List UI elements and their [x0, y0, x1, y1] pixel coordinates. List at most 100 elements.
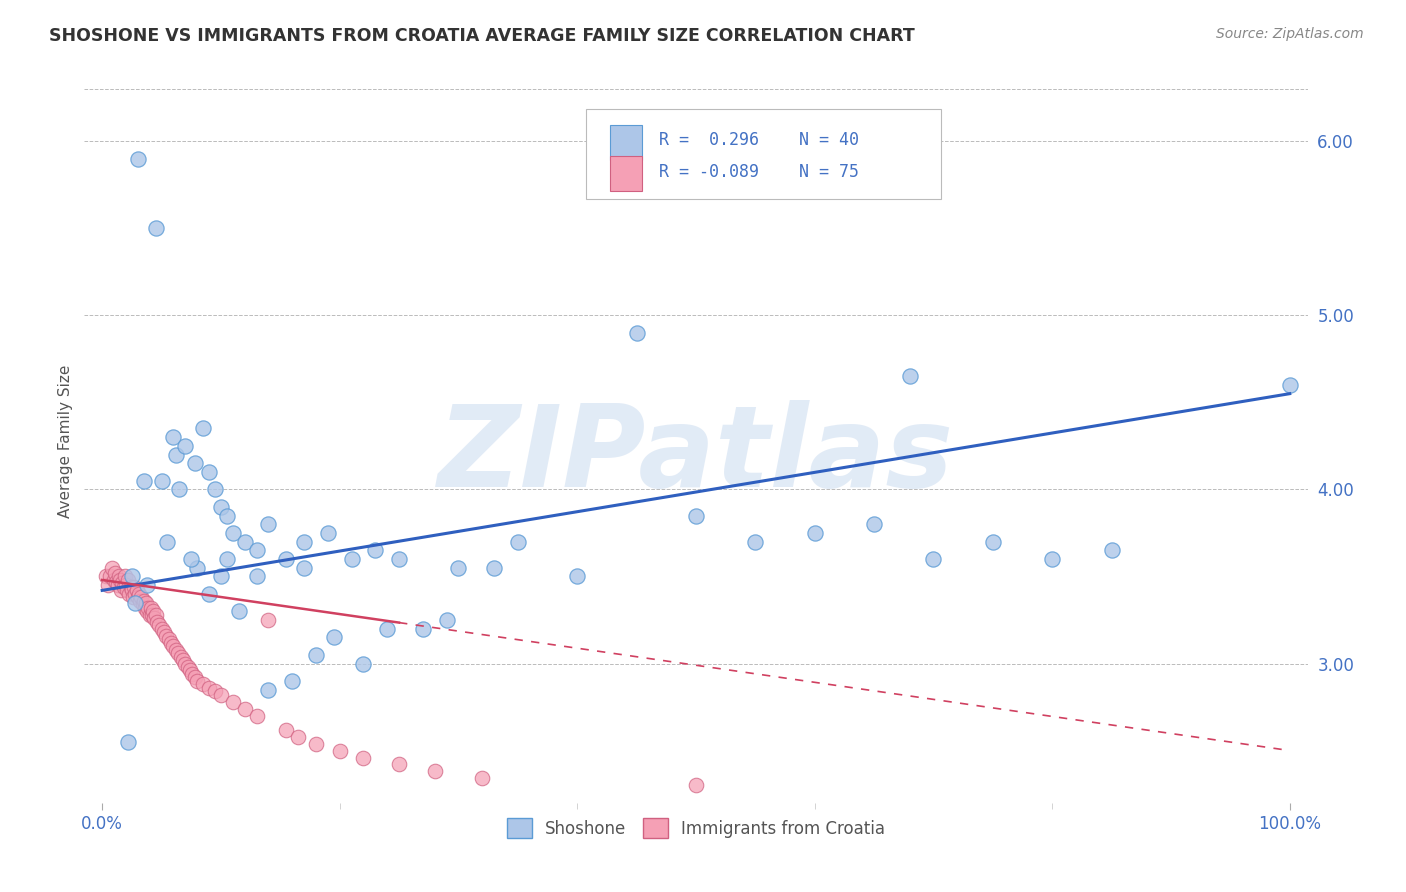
Point — [165, 448, 187, 462]
Point — [375, 622, 398, 636]
Point — [128, 587, 150, 601]
Legend: Shoshone, Immigrants from Croatia: Shoshone, Immigrants from Croatia — [501, 812, 891, 845]
Point — [100, 569, 122, 583]
Point — [352, 657, 374, 671]
Point — [132, 594, 155, 608]
Point — [257, 682, 280, 697]
Point — [281, 673, 304, 688]
Point — [1278, 378, 1301, 392]
Point — [167, 646, 190, 660]
Text: R = -0.089    N = 75: R = -0.089 N = 75 — [659, 163, 859, 181]
Point — [136, 604, 159, 618]
Point — [685, 778, 707, 792]
Point — [150, 474, 173, 488]
Text: R =  0.296    N = 40: R = 0.296 N = 40 — [659, 131, 859, 149]
Point — [124, 587, 146, 601]
Point — [145, 607, 167, 622]
Point — [388, 552, 411, 566]
Point — [898, 369, 921, 384]
Point — [1040, 552, 1063, 566]
Point — [150, 622, 173, 636]
Point — [388, 757, 411, 772]
Point — [184, 670, 207, 684]
Point — [567, 569, 589, 583]
Point — [162, 430, 184, 444]
Point — [179, 664, 201, 678]
Point — [1101, 543, 1123, 558]
Point — [506, 534, 529, 549]
Point — [423, 764, 446, 779]
Point — [204, 684, 226, 698]
Point — [127, 591, 149, 605]
Point — [287, 730, 309, 744]
Point — [162, 639, 184, 653]
Point — [209, 569, 232, 583]
Point — [181, 667, 204, 681]
Point — [143, 611, 166, 625]
Point — [436, 613, 458, 627]
Point — [215, 552, 238, 566]
Point — [364, 543, 387, 558]
Point — [124, 596, 146, 610]
Point — [174, 657, 197, 671]
Point — [292, 561, 315, 575]
Point — [412, 622, 434, 636]
Point — [863, 517, 886, 532]
Point — [305, 648, 328, 662]
Point — [352, 750, 374, 764]
Point — [198, 587, 221, 601]
Point — [142, 604, 165, 618]
Point — [155, 629, 177, 643]
Point — [305, 737, 328, 751]
Point — [146, 615, 169, 629]
Point — [329, 743, 352, 757]
Point — [180, 552, 202, 566]
Point — [209, 688, 232, 702]
Point — [922, 552, 945, 566]
Point — [174, 439, 197, 453]
Point — [198, 465, 221, 479]
Point — [482, 561, 505, 575]
FancyBboxPatch shape — [586, 109, 941, 200]
Point — [129, 594, 152, 608]
Point — [108, 573, 131, 587]
Point — [228, 604, 250, 618]
Point — [135, 596, 157, 610]
Point — [626, 326, 648, 340]
Point — [276, 723, 298, 737]
Point — [803, 525, 825, 540]
FancyBboxPatch shape — [610, 125, 643, 160]
Point — [115, 578, 138, 592]
Point — [222, 695, 245, 709]
Point — [471, 772, 494, 786]
Point — [111, 576, 134, 591]
Text: Source: ZipAtlas.com: Source: ZipAtlas.com — [1216, 27, 1364, 41]
Y-axis label: Average Family Size: Average Family Size — [58, 365, 73, 518]
Point — [141, 607, 163, 622]
Point — [209, 500, 232, 514]
Point — [316, 525, 339, 540]
Point — [204, 483, 226, 497]
Point — [186, 561, 208, 575]
Text: SHOSHONE VS IMMIGRANTS FROM CROATIA AVERAGE FAMILY SIZE CORRELATION CHART: SHOSHONE VS IMMIGRANTS FROM CROATIA AVER… — [49, 27, 915, 45]
Point — [191, 677, 214, 691]
Point — [981, 534, 1004, 549]
Point — [117, 735, 139, 749]
Point — [198, 681, 221, 695]
Point — [138, 607, 160, 622]
Point — [132, 474, 155, 488]
Point — [117, 573, 139, 587]
Point — [744, 534, 766, 549]
Text: ZIPatlas: ZIPatlas — [437, 401, 955, 511]
Point — [122, 591, 145, 605]
Point — [186, 673, 208, 688]
Point — [139, 600, 162, 615]
Point — [685, 508, 707, 523]
Point — [115, 583, 138, 598]
Point — [120, 580, 142, 594]
Point — [122, 580, 145, 594]
Point — [145, 221, 167, 235]
Point — [153, 625, 176, 640]
Point — [127, 152, 149, 166]
Point — [169, 649, 191, 664]
